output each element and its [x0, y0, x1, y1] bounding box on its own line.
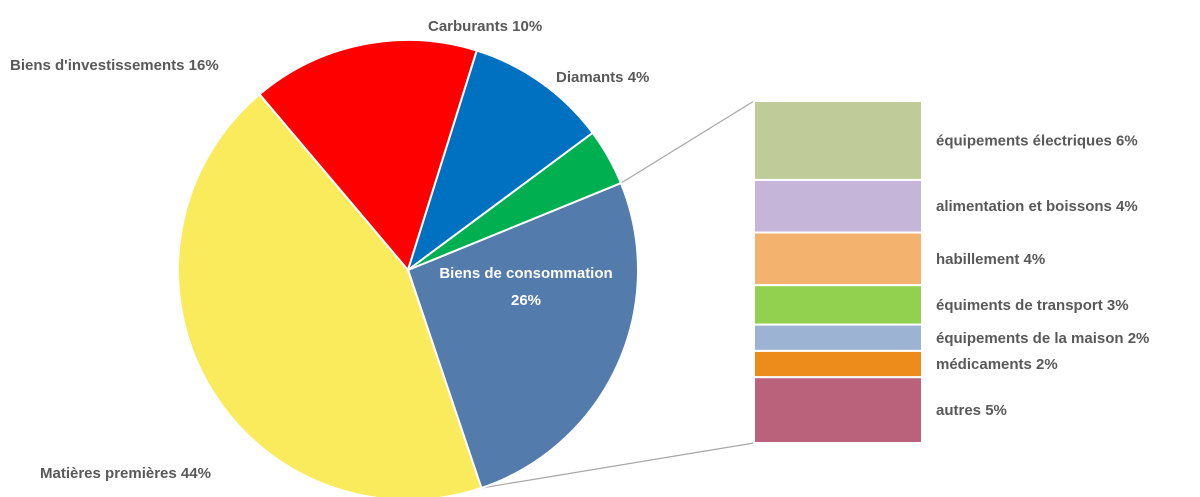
breakdown-bar-habillement-4: [753, 231, 923, 287]
breakdown-label-alimentation-et-boissons-4: alimentation et boissons 4%: [936, 198, 1138, 215]
breakdown-labels: équipements électriques 6% alimentation e…: [936, 132, 1149, 419]
breakdown-label-equipements-de-la-maison-2: équipements de la maison 2%: [936, 330, 1149, 347]
breakdown-bar-autres-5: [753, 376, 923, 445]
breakdown-bar-equipements-de-la-maison-2: [753, 323, 923, 352]
pie-slice-diamants: [407, 131, 623, 271]
label-biens-consommation-name: Biens de consommation: [439, 265, 612, 282]
connector-lines: [481, 100, 755, 489]
breakdown-label-autres-5: autres 5%: [936, 402, 1007, 419]
pie-slices: [176, 39, 639, 497]
breakdown-bar-equiments-de-transport-3: [753, 284, 923, 326]
breakdown-bars: [753, 100, 923, 445]
connector-line-top: [620, 100, 755, 184]
pie-slice-biens-d-investissements: [258, 39, 479, 273]
breakdown-bar-alimentation-et-boissons-4: [753, 178, 923, 234]
breakdown-label-equiments-de-transport-3: équiments de transport 3%: [936, 297, 1129, 314]
breakdown-label-habillement-4: habillement 4%: [936, 251, 1045, 268]
connector-line-bottom: [481, 442, 755, 489]
label-biens-investissements: Biens d'investissements 16%: [10, 57, 219, 74]
pie-slice-matieres-premieres: [176, 92, 483, 497]
breakdown-bar-medicaments-2: [753, 349, 923, 379]
pie-slice-carburants: [406, 49, 595, 273]
pie-labels: Biens d'investissements 16% Carburants 1…: [10, 18, 649, 482]
label-diamants: Diamants 4%: [556, 69, 649, 86]
breakdown-label-medicaments-2: médicaments 2%: [936, 356, 1058, 373]
pie-slice-biens-de-consommation: [406, 181, 639, 490]
label-matieres-premieres: Matières premières 44%: [40, 465, 211, 482]
label-biens-consommation-value: 26%: [511, 292, 541, 309]
label-carburants: Carburants 10%: [428, 18, 542, 35]
breakdown-label-equipements-electriques-6: équipements électriques 6%: [936, 132, 1138, 149]
breakdown-bar-equipements-electriques-6: [753, 100, 923, 181]
